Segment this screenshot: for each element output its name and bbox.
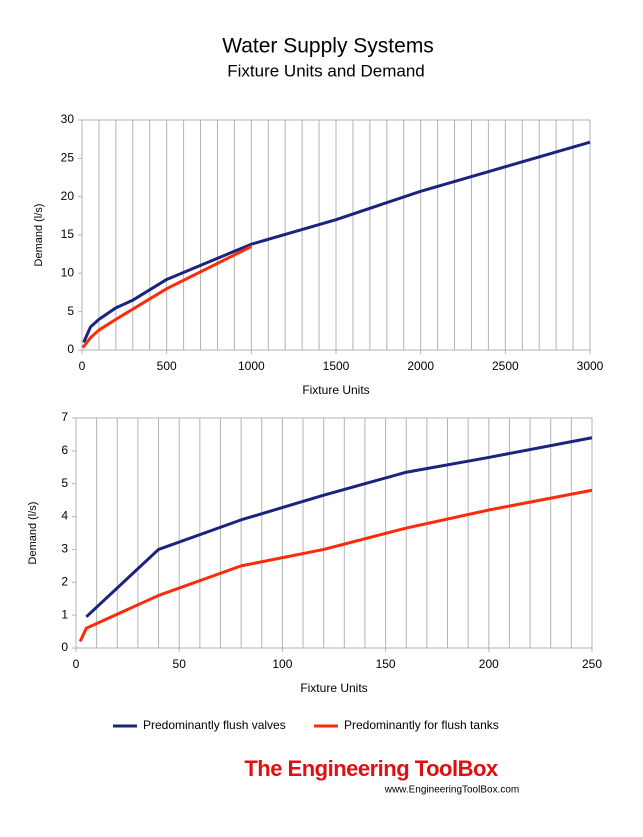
y-tick-label: 30 [61, 112, 75, 126]
url: www.EngineeringToolBox.com [384, 785, 520, 796]
y-tick-label: 5 [61, 476, 68, 490]
y-tick-label: 4 [61, 509, 68, 523]
line [78, 488, 593, 643]
y-tick-label: 1 [61, 607, 68, 621]
x-tick-label: 150 [376, 657, 396, 671]
title: Water Supply Systems [222, 35, 434, 58]
y-tick-label: 20 [61, 189, 75, 203]
line [85, 436, 593, 618]
x-tick-label: 3000 [577, 359, 604, 373]
legend-label: Predominantly for flush tanks [344, 718, 499, 732]
x-tick-label: 2000 [407, 359, 434, 373]
x-tick-label: 1000 [238, 359, 265, 373]
y-tick-label: 15 [61, 227, 75, 241]
y-axis-label: Demand (l/s) [33, 204, 45, 267]
line [82, 140, 591, 343]
y-axis-label: Demand (l/s) [27, 502, 39, 565]
y-tick-label: 3 [61, 542, 68, 556]
brand: The Engineering ToolBox [244, 756, 499, 781]
x-tick-label: 0 [79, 359, 86, 373]
y-tick-label: 25 [61, 151, 75, 165]
x-tick-label: 1500 [323, 359, 350, 373]
subtitle: Fixture Units and Demand [227, 61, 424, 80]
x-tick-label: 500 [157, 359, 177, 373]
x-axis-label: Fixture Units [300, 681, 367, 695]
line [81, 245, 253, 349]
legend-label: Predominantly flush valves [143, 718, 286, 732]
x-axis-label: Fixture Units [302, 383, 369, 397]
x-tick-label: 250 [582, 657, 602, 671]
y-tick-label: 7 [61, 410, 68, 424]
y-tick-label: 6 [61, 443, 68, 457]
y-tick-label: 10 [61, 266, 75, 280]
y-tick-label: 2 [61, 574, 68, 588]
x-tick-label: 2500 [492, 359, 519, 373]
y-tick-label: 0 [61, 640, 68, 654]
y-tick-label: 5 [67, 304, 74, 318]
x-tick-label: 50 [173, 657, 187, 671]
plot-frame [75, 417, 593, 649]
x-tick-label: 0 [73, 657, 80, 671]
y-tick-label: 0 [67, 342, 74, 356]
x-tick-label: 100 [272, 657, 292, 671]
x-tick-label: 200 [479, 657, 499, 671]
